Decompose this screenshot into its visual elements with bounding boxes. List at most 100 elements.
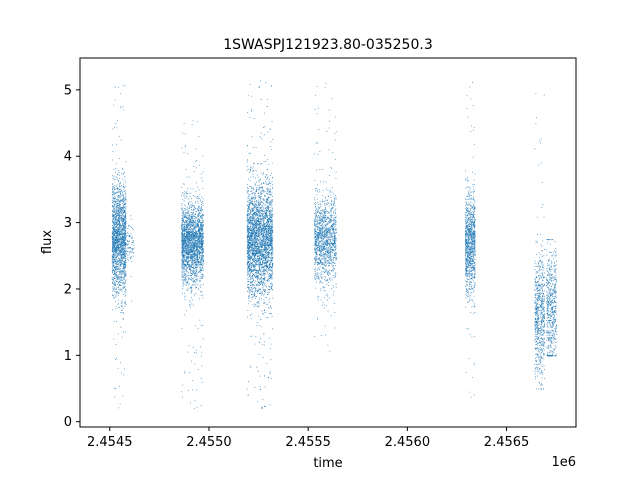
data-point <box>186 257 188 259</box>
data-point <box>186 230 188 232</box>
data-point <box>119 223 121 225</box>
data-point <box>183 234 184 236</box>
data-point <box>120 218 122 220</box>
data-point <box>191 257 193 259</box>
data-point <box>186 310 187 311</box>
data-point <box>201 351 203 353</box>
data-point <box>120 181 122 183</box>
data-point <box>112 262 114 264</box>
data-point <box>186 282 188 284</box>
data-point <box>118 233 120 234</box>
data-point <box>181 274 183 276</box>
data-point <box>115 296 117 298</box>
data-point <box>194 363 196 365</box>
data-point <box>202 236 204 238</box>
data-point <box>183 258 185 259</box>
data-point <box>202 203 204 204</box>
data-point <box>116 281 118 283</box>
data-point <box>119 254 121 255</box>
data-point <box>112 244 114 246</box>
data-point <box>119 273 121 275</box>
data-point <box>121 260 123 262</box>
data-point <box>262 217 263 219</box>
data-point <box>120 190 122 191</box>
data-point <box>116 278 118 280</box>
data-point <box>116 209 118 211</box>
data-point <box>186 235 188 237</box>
data-point <box>120 193 122 195</box>
data-point <box>202 261 204 263</box>
data-point <box>200 274 202 275</box>
data-point <box>130 276 132 278</box>
data-point <box>112 219 114 221</box>
data-point <box>247 245 249 247</box>
data-point <box>191 252 193 254</box>
data-point <box>184 244 186 246</box>
data-points <box>111 80 557 410</box>
data-point <box>115 293 117 295</box>
data-point <box>118 266 120 268</box>
data-point <box>200 346 201 348</box>
data-point <box>119 403 121 405</box>
data-point <box>118 228 119 230</box>
data-point <box>120 285 122 287</box>
data-point <box>199 212 201 214</box>
data-point <box>198 205 200 207</box>
data-point <box>120 304 122 306</box>
data-point <box>187 264 189 266</box>
data-point <box>195 219 197 221</box>
data-point <box>260 215 262 217</box>
data-point <box>123 374 125 376</box>
data-point <box>196 263 198 265</box>
data-point <box>181 250 183 252</box>
data-point <box>121 255 123 257</box>
data-point <box>118 284 120 286</box>
data-point <box>184 240 186 242</box>
data-point <box>124 252 126 254</box>
data-point <box>117 255 119 257</box>
data-point <box>198 256 200 258</box>
data-point <box>117 206 119 208</box>
data-point <box>121 229 123 231</box>
data-point <box>131 250 133 252</box>
data-point <box>193 195 194 196</box>
data-point <box>116 217 117 219</box>
data-point <box>122 237 124 238</box>
data-point <box>120 257 122 259</box>
data-point <box>116 268 118 269</box>
data-point <box>112 241 114 243</box>
data-point <box>123 225 125 227</box>
data-point <box>196 266 198 268</box>
data-point <box>123 238 125 240</box>
data-point <box>181 246 183 248</box>
data-point <box>261 138 263 140</box>
data-point <box>195 258 197 260</box>
data-point <box>195 207 197 209</box>
data-point <box>195 167 197 169</box>
data-point <box>116 240 117 242</box>
data-point <box>202 244 203 246</box>
data-point <box>123 237 125 239</box>
data-point <box>193 244 195 246</box>
data-point <box>117 198 119 200</box>
data-point <box>182 239 184 241</box>
data-point <box>197 240 199 242</box>
data-point <box>259 204 260 205</box>
data-point <box>113 209 115 211</box>
data-point <box>194 207 196 208</box>
data-point <box>183 259 184 261</box>
data-point <box>111 278 113 280</box>
data-point <box>120 231 122 233</box>
data-point <box>199 220 200 222</box>
data-point <box>189 240 190 242</box>
data-point <box>121 305 122 307</box>
data-point <box>122 251 124 253</box>
data-point <box>182 233 184 235</box>
data-point <box>181 293 183 295</box>
data-point <box>115 235 117 236</box>
data-point <box>122 105 124 107</box>
data-point <box>202 241 204 243</box>
data-point <box>115 267 117 269</box>
data-point <box>186 261 187 262</box>
data-point <box>123 240 124 242</box>
